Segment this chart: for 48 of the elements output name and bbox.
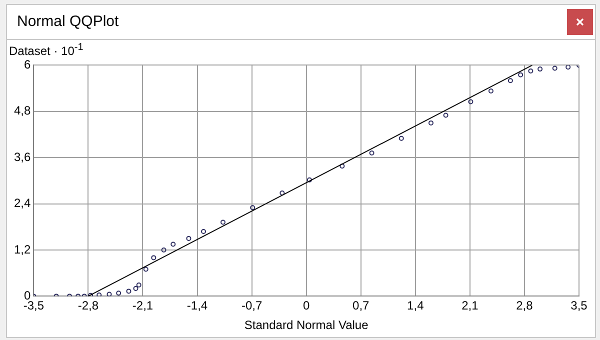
point — [201, 229, 206, 234]
point — [428, 120, 434, 126]
point — [552, 66, 558, 71]
y-axis-title: Dataset · 10$^{-1}$ — [9, 42, 84, 58]
point — [143, 266, 148, 272]
point — [170, 242, 176, 247]
point — [369, 150, 374, 156]
point — [538, 66, 543, 72]
y-tick-label: 4,8 — [14, 104, 31, 118]
point — [126, 288, 132, 294]
point — [186, 236, 192, 241]
point — [528, 68, 534, 74]
point — [398, 136, 404, 141]
point — [518, 72, 524, 78]
point — [96, 292, 102, 296]
y-tick-label: 2,4 — [14, 196, 31, 210]
x-tick-label: 3,5 — [570, 298, 588, 313]
point — [116, 290, 122, 296]
point — [508, 78, 513, 84]
x-tick-label: 2,8 — [516, 298, 534, 313]
x-tick-label: -2,8 — [78, 298, 99, 313]
x-tick-label: 2,1 — [462, 298, 479, 313]
point — [133, 286, 138, 291]
point — [250, 205, 256, 210]
x-tick-label: -2,1 — [132, 298, 154, 313]
y-tick-label: 1,2 — [14, 242, 31, 256]
point — [488, 88, 494, 94]
x-tick-label: 0,7 — [352, 298, 370, 313]
x-tick-label: 0 — [302, 298, 310, 313]
x-axis-title: Standard Normal Value — [244, 318, 369, 332]
y-tick-label: 6 — [24, 58, 31, 72]
point — [161, 248, 166, 252]
x-tick-label: 1,4 — [407, 298, 424, 313]
point — [306, 177, 312, 182]
x-tick-label: -1,4 — [186, 298, 208, 313]
point — [136, 282, 142, 288]
point — [340, 164, 345, 169]
x-tick-label: -3,5 — [23, 298, 44, 313]
point — [106, 292, 112, 296]
x-tick-label: -0,7 — [241, 298, 262, 313]
point — [280, 190, 285, 196]
point — [468, 99, 474, 104]
y-tick-label: 3,6 — [14, 150, 31, 164]
point — [220, 220, 226, 225]
point — [443, 112, 448, 118]
chart-title: Normal QQPlot — [17, 13, 119, 30]
point — [151, 255, 156, 260]
point — [566, 65, 571, 70]
